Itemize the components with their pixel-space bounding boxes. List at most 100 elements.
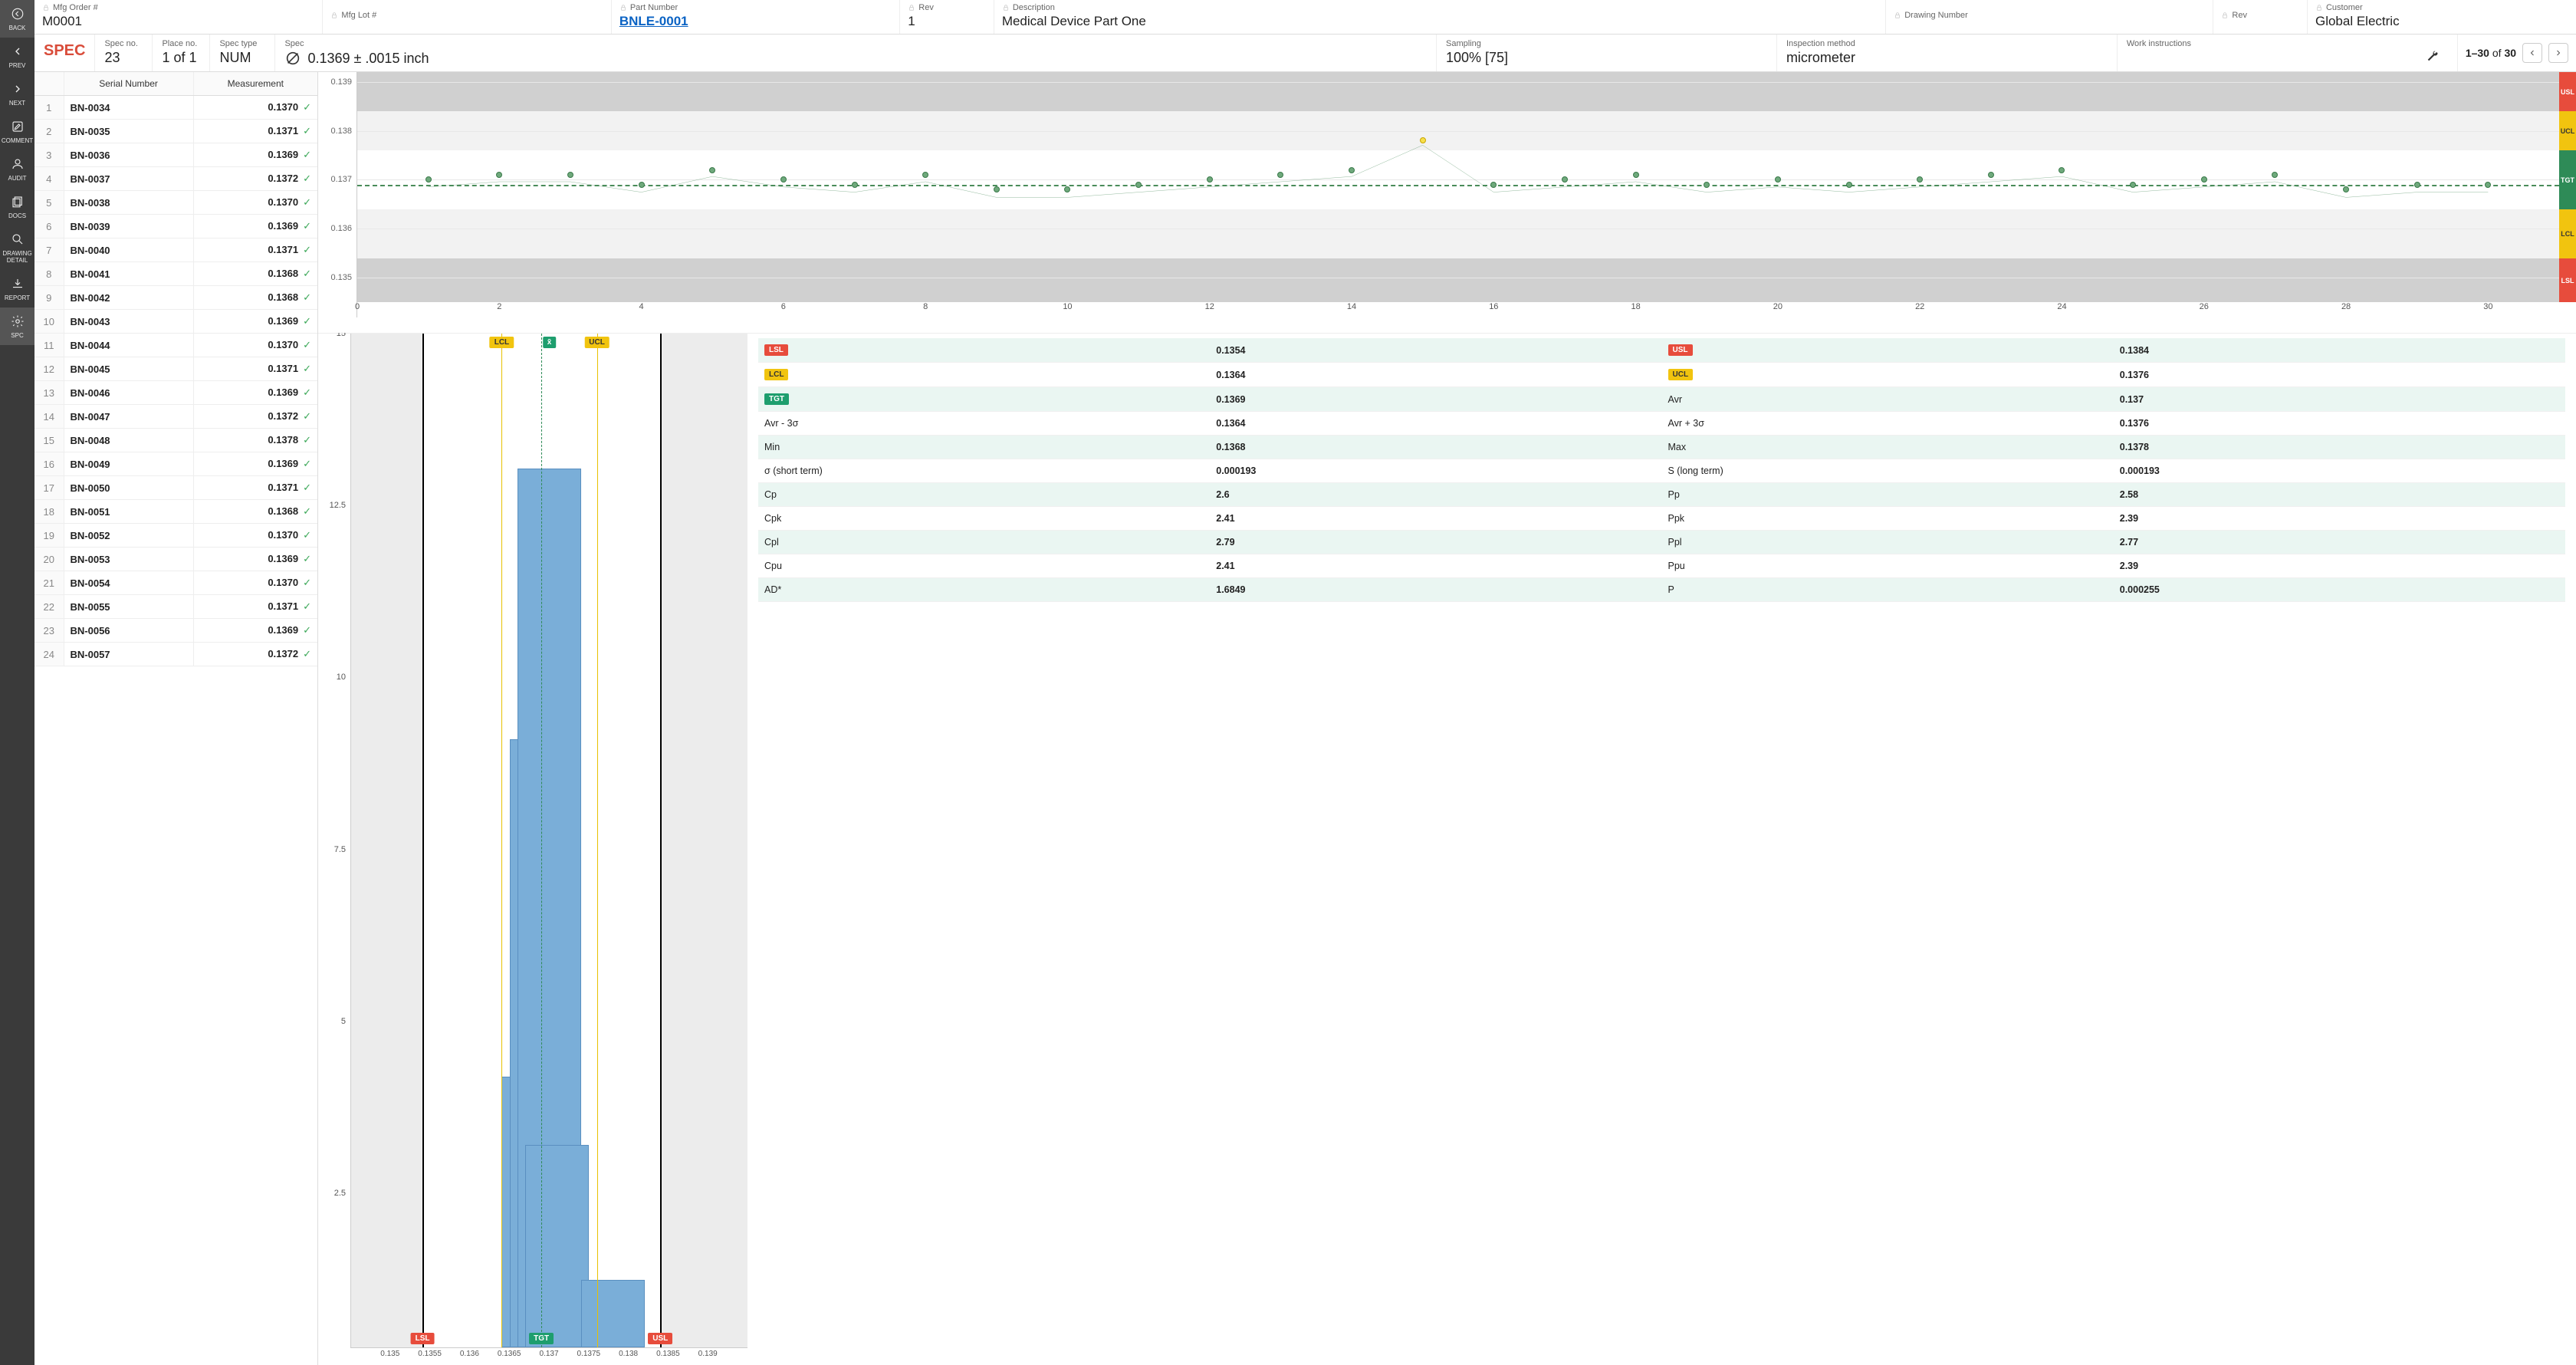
row-index: 21: [34, 571, 64, 595]
row-index: 9: [34, 286, 64, 310]
limit-label: UCL: [2559, 111, 2576, 150]
part-number-link[interactable]: BNLE-0001: [619, 14, 892, 29]
data-point[interactable]: [2485, 182, 2491, 188]
data-point[interactable]: [2058, 167, 2065, 173]
table-row[interactable]: 12 BN-0045 0.1371✓: [34, 357, 317, 381]
table-row[interactable]: 20 BN-0053 0.1369✓: [34, 548, 317, 571]
sidebar-item-prev[interactable]: PREV: [0, 38, 34, 75]
table-row[interactable]: 5 BN-0038 0.1370✓: [34, 191, 317, 215]
table-row[interactable]: 17 BN-0050 0.1371✓: [34, 476, 317, 500]
sidebar-item-comment[interactable]: COMMENT: [0, 113, 34, 150]
data-point[interactable]: [1633, 172, 1639, 178]
data-point[interactable]: [2272, 172, 2278, 178]
data-point[interactable]: [994, 186, 1000, 192]
sidebar-item-report[interactable]: REPORT: [0, 270, 34, 308]
row-index: 19: [34, 524, 64, 548]
table-row[interactable]: 15 BN-0048 0.1378✓: [34, 429, 317, 452]
table-row[interactable]: 10 BN-0043 0.1369✓: [34, 310, 317, 334]
table-row[interactable]: 3 BN-0036 0.1369✓: [34, 143, 317, 167]
table-row[interactable]: 1 BN-0034 0.1370✓: [34, 96, 317, 120]
sidebar-item-docs[interactable]: DOCS: [0, 188, 34, 225]
stat-label: Avr - 3σ: [758, 412, 1210, 436]
data-point[interactable]: [1135, 182, 1142, 188]
wrench-icon[interactable]: [2425, 50, 2439, 64]
data-point[interactable]: [1775, 176, 1781, 183]
sidebar-item-spc[interactable]: SPC: [0, 308, 34, 345]
measurement-table[interactable]: Serial Number Measurement 1 BN-0034 0.13…: [34, 72, 318, 1365]
lock-icon: [2221, 12, 2229, 19]
pager-next-button[interactable]: [2548, 43, 2568, 63]
data-point[interactable]: [1846, 182, 1852, 188]
pager-prev-button[interactable]: [2522, 43, 2542, 63]
data-point[interactable]: [2414, 182, 2420, 188]
table-row[interactable]: 22 BN-0055 0.1371✓: [34, 595, 317, 619]
table-row[interactable]: 23 BN-0056 0.1369✓: [34, 619, 317, 643]
row-index: 15: [34, 429, 64, 452]
table-row[interactable]: 24 BN-0057 0.1372✓: [34, 643, 317, 666]
data-point[interactable]: [2201, 176, 2207, 183]
data-point[interactable]: [1277, 172, 1283, 178]
measurement-value: 0.1368✓: [193, 500, 317, 524]
data-point[interactable]: [496, 172, 502, 178]
data-point[interactable]: [2343, 186, 2349, 192]
table-row[interactable]: 7 BN-0040 0.1371✓: [34, 238, 317, 262]
data-point[interactable]: [1917, 176, 1923, 183]
serial-number: BN-0038: [64, 191, 193, 215]
row-index: 23: [34, 619, 64, 643]
data-point[interactable]: [1490, 182, 1497, 188]
table-row[interactable]: 18 BN-0051 0.1368✓: [34, 500, 317, 524]
data-point[interactable]: [1988, 172, 1994, 178]
sidebar-item-back[interactable]: BACK: [0, 0, 34, 38]
sidebar-item-drawing[interactable]: DRAWING DETAIL: [0, 225, 34, 270]
histogram-bar[interactable]: [525, 1145, 589, 1347]
data-point[interactable]: [922, 172, 928, 178]
stat-label: AD*: [758, 578, 1210, 602]
col-serial: Serial Number: [64, 72, 193, 96]
table-row[interactable]: 8 BN-0041 0.1368✓: [34, 262, 317, 286]
table-row[interactable]: 14 BN-0047 0.1372✓: [34, 405, 317, 429]
table-row[interactable]: 21 BN-0054 0.1370✓: [34, 571, 317, 595]
serial-number: BN-0045: [64, 357, 193, 381]
chip-lsl: LSL: [411, 1333, 435, 1344]
data-point[interactable]: [1562, 176, 1568, 183]
stat-label: LCL: [758, 363, 1210, 387]
data-point[interactable]: [1207, 176, 1213, 183]
table-row[interactable]: 16 BN-0049 0.1369✓: [34, 452, 317, 476]
limit-label: USL: [2559, 72, 2576, 111]
check-icon: ✓: [303, 244, 311, 255]
data-point[interactable]: [780, 176, 787, 183]
sidebar-item-label: DRAWING DETAIL: [2, 250, 33, 264]
table-row[interactable]: 6 BN-0039 0.1369✓: [34, 215, 317, 238]
data-point[interactable]: [426, 176, 432, 183]
table-row[interactable]: 9 BN-0042 0.1368✓: [34, 286, 317, 310]
sidebar-item-audit[interactable]: AUDIT: [0, 150, 34, 188]
data-point[interactable]: [1064, 186, 1070, 192]
table-row[interactable]: 13 BN-0046 0.1369✓: [34, 381, 317, 405]
table-row[interactable]: 4 BN-0037 0.1372✓: [34, 167, 317, 191]
sidebar-item-label: COMMENT: [2, 137, 33, 144]
sampling-value: 100% [75]: [1446, 50, 1767, 66]
row-index: 8: [34, 262, 64, 286]
measurement-value: 0.1369✓: [193, 619, 317, 643]
data-point[interactable]: [852, 182, 858, 188]
table-row[interactable]: 11 BN-0044 0.1370✓: [34, 334, 317, 357]
data-point[interactable]: [2130, 182, 2136, 188]
data-point[interactable]: [1704, 182, 1710, 188]
measurement-value: 0.1370✓: [193, 191, 317, 215]
diameter-icon: [284, 50, 301, 67]
data-point[interactable]: [567, 172, 573, 178]
table-row[interactable]: 2 BN-0035 0.1371✓: [34, 120, 317, 143]
row-index: 16: [34, 452, 64, 476]
measurement-value: 0.1370✓: [193, 334, 317, 357]
check-icon: ✓: [303, 529, 311, 541]
serial-number: BN-0057: [64, 643, 193, 666]
sidebar-item-next[interactable]: NEXT: [0, 75, 34, 113]
data-point[interactable]: [1420, 137, 1426, 143]
data-point[interactable]: [1349, 167, 1355, 173]
histogram-bar[interactable]: [581, 1280, 645, 1347]
table-row[interactable]: 19 BN-0052 0.1370✓: [34, 524, 317, 548]
stat-value: 0.1354: [1210, 338, 1661, 363]
data-point[interactable]: [709, 167, 715, 173]
charts: 0.1350.1360.1370.1380.139 02468101214161…: [318, 72, 2576, 1365]
data-point[interactable]: [639, 182, 645, 188]
